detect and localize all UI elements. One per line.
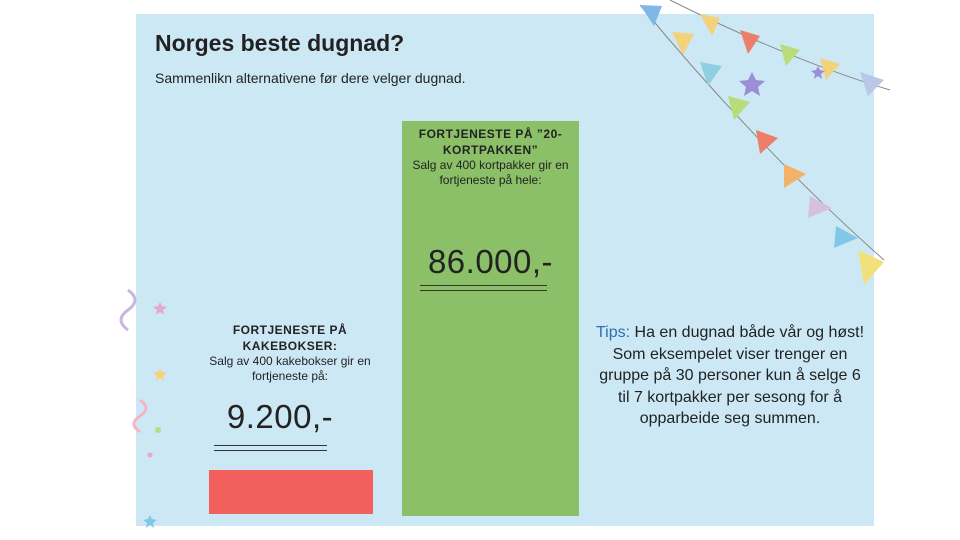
green-profit-bar	[402, 121, 579, 516]
tips-label: Tips:	[596, 324, 631, 341]
bunting-flags	[639, 4, 885, 285]
red-amount-underline	[214, 445, 327, 451]
page-title: Norges beste dugnad?	[155, 30, 405, 56]
green-card-heading: FORTJENESTE PÅ ”20-KORTPAKKEN”	[418, 127, 563, 157]
page-subtitle: Sammenlikn alternativene før dere velger…	[155, 70, 466, 86]
green-amount-underline	[420, 285, 547, 291]
red-card-amount: 9.200,-	[226, 398, 334, 435]
bunting-flags-upper	[669, 0, 891, 96]
green-card-label: FORTJENESTE PÅ ”20-KORTPAKKEN” Salg av 4…	[402, 126, 579, 188]
green-card-body: Salg av 400 kortpakker gir en fortjenest…	[412, 158, 569, 187]
tips-body: Ha en dugnad både vår og høst! Som eksem…	[599, 324, 865, 427]
tips-text: Tips: Ha en dugnad både vår og høst! Som…	[596, 322, 864, 430]
confetti	[119, 66, 825, 528]
red-card-heading: FORTJENESTE PÅ KAKEBOKSER:	[232, 323, 348, 353]
green-card-amount: 86.000,-	[427, 243, 554, 280]
red-card-body: Salg av 400 kakebokser gir en fortjenest…	[209, 354, 371, 383]
red-card-label: FORTJENESTE PÅ KAKEBOKSER: Salg av 400 k…	[190, 322, 390, 384]
red-profit-bar	[209, 470, 373, 514]
